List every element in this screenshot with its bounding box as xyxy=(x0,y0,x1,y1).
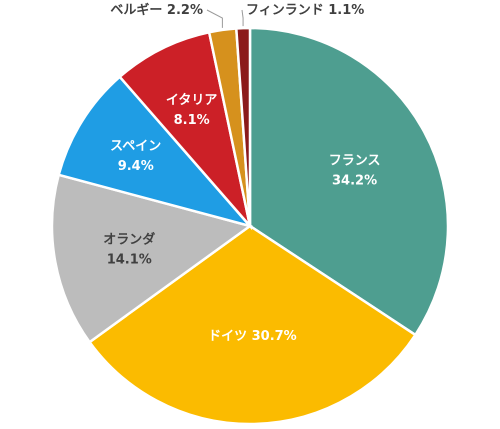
slice-value-4: 8.1% xyxy=(174,113,210,128)
slice-value-3: 9.4% xyxy=(118,159,154,174)
slice-label-4: イタリア xyxy=(166,93,217,108)
slice-label-3: スペイン xyxy=(110,139,161,154)
slice-label-2: オランダ xyxy=(103,231,155,247)
leader-line-5 xyxy=(206,9,223,28)
slice-1 xyxy=(87,224,418,426)
leader-line-6 xyxy=(241,9,244,27)
slice-value-0: 34.2% xyxy=(332,174,377,189)
pie-slices xyxy=(50,26,450,426)
slice-label-6: フィンランド 1.1% xyxy=(246,3,364,18)
slice-value-2: 14.1% xyxy=(107,252,152,267)
leader-lines xyxy=(206,9,244,28)
slice-labels: フランス 34.2% ドイツ 30.7% オランダ 14.1% スペイン 9.4% イタリア 8… xyxy=(103,2,380,344)
slice-3 xyxy=(57,75,254,229)
slice-label-5: ベルギー 2.2% xyxy=(110,2,203,18)
slice-2 xyxy=(50,173,253,344)
slice-6 xyxy=(234,26,252,227)
slice-label-1: ドイツ 30.7% xyxy=(208,329,297,344)
slice-4 xyxy=(118,30,253,231)
slice-label-0: フランス xyxy=(329,154,381,169)
